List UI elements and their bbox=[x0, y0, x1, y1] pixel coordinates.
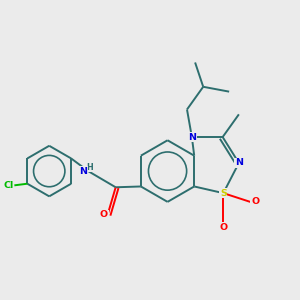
Text: H: H bbox=[86, 163, 93, 172]
Text: O: O bbox=[251, 197, 259, 206]
Text: O: O bbox=[219, 223, 227, 232]
Text: N: N bbox=[79, 167, 87, 176]
Text: S: S bbox=[220, 189, 227, 198]
Text: N: N bbox=[235, 158, 243, 167]
Text: O: O bbox=[100, 210, 108, 219]
Text: N: N bbox=[188, 133, 196, 142]
Text: Cl: Cl bbox=[3, 181, 14, 190]
